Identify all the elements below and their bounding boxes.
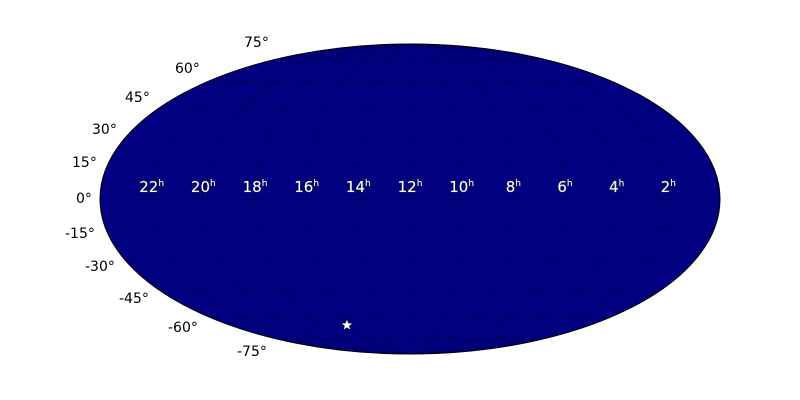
ra-tick-label: 10h xyxy=(449,178,474,196)
ra-tick-label: 12h xyxy=(398,178,423,196)
dec-tick-label: 60° xyxy=(175,61,200,77)
ra-tick-label: 16h xyxy=(294,178,319,196)
ra-tick-label: 4h xyxy=(609,178,624,196)
dec-tick-label: -60° xyxy=(168,320,198,336)
ra-tick-label: 8h xyxy=(506,178,521,196)
star-marker xyxy=(340,318,354,331)
dec-tick-label: 30° xyxy=(92,122,117,138)
ra-tick-label: 20h xyxy=(191,178,216,196)
dec-tick-label: 0° xyxy=(76,191,92,207)
ra-tick-label: 22h xyxy=(139,178,164,196)
dec-tick-label: 75° xyxy=(244,35,269,51)
ra-gridline xyxy=(409,43,669,355)
ra-tick-label: 18h xyxy=(243,178,268,196)
ra-gridline xyxy=(306,43,411,355)
ra-gridline xyxy=(151,43,411,355)
ra-tick-label: 14h xyxy=(346,178,371,196)
dec-tick-label: 15° xyxy=(72,155,97,171)
ra-gridline xyxy=(409,43,514,355)
dec-tick-label: -45° xyxy=(119,291,149,307)
ra-gridline xyxy=(409,43,618,355)
ra-gridline xyxy=(357,43,411,355)
ra-gridline xyxy=(202,43,411,355)
ra-tick-label: 2h xyxy=(661,178,676,196)
dec-tick-label: -75° xyxy=(237,344,267,360)
dec-tick-label: -30° xyxy=(85,259,115,275)
dec-tick-label: -15° xyxy=(65,226,95,242)
dec-tick-label: 45° xyxy=(125,90,150,106)
ra-tick-label: 6h xyxy=(557,178,572,196)
ra-gridline xyxy=(409,43,463,355)
